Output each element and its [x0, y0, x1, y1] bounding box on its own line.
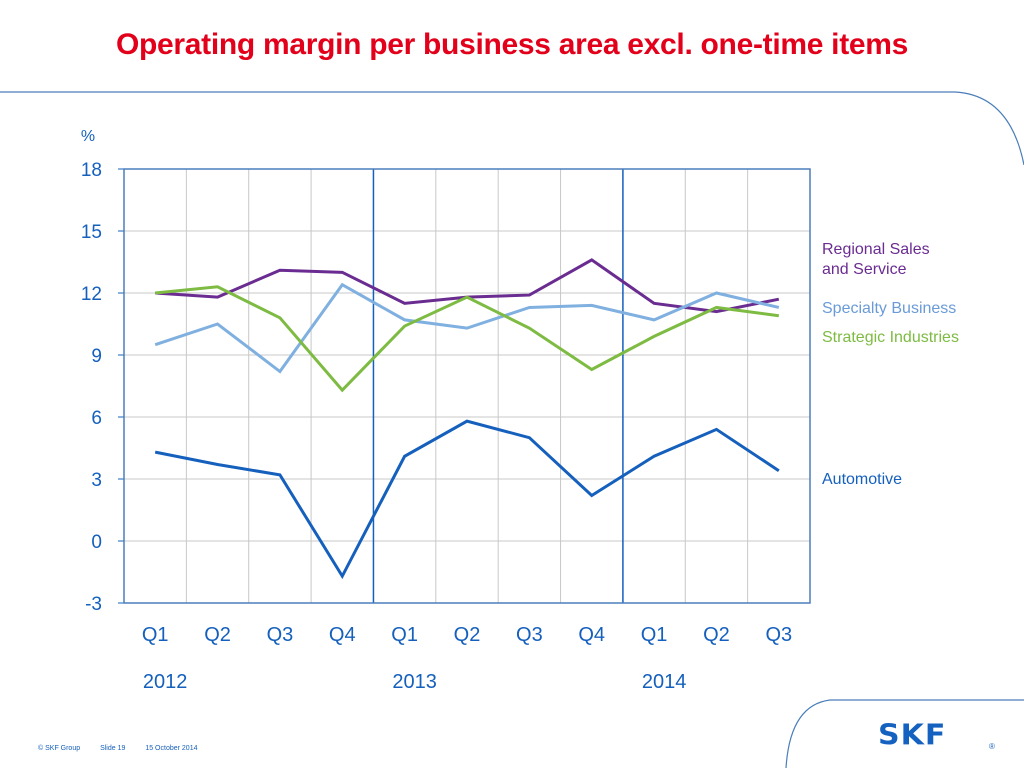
y-tick-label: 15 [81, 222, 102, 243]
legend-label: Strategic Industries [822, 329, 959, 346]
x-tick-label: Q2 [454, 624, 481, 646]
axes [118, 168, 811, 604]
year-label: 2012 [143, 671, 188, 693]
skf-logo: SKF [878, 718, 947, 753]
x-tick-label: Q3 [267, 624, 294, 646]
legend-item: Specialty Business [822, 299, 956, 319]
x-tick-label: Q2 [703, 624, 730, 646]
footer: © SKF Group Slide 19 15 October 2014 [38, 745, 215, 752]
y-tick-label: 6 [91, 408, 102, 429]
footer-date: 15 October 2014 [145, 745, 198, 752]
y-axis-unit-label: % [81, 128, 95, 145]
legend-label: Specialty Business [822, 300, 957, 317]
axis-labels: -3 0 3 6 9 12 15 18% Q1 Q2 Q3 Q4 Q1 Q2 Q3 Q4 Q1 Q2 Q3 2012 2… [81, 128, 792, 693]
bottom-logo-curve [785, 699, 1024, 768]
x-tick-label: Q3 [516, 624, 543, 646]
footer-copyright: © SKF Group [38, 745, 81, 752]
y-tick-label: 18 [81, 160, 102, 181]
registered-mark-icon: ® [989, 742, 995, 751]
y-tick-label: 9 [91, 346, 102, 367]
legend-label: Automotive [822, 471, 903, 488]
slide-title: Operating margin per business area excl.… [115, 28, 909, 61]
x-tick-label: Q1 [142, 624, 169, 646]
x-tick-label: Q4 [578, 624, 605, 646]
legend-item: Regional Sales and Service [822, 240, 930, 280]
legend-label: Regional Sales [822, 241, 930, 258]
x-tick-label: Q4 [329, 624, 356, 646]
x-tick-label: Q3 [765, 624, 792, 646]
x-tick-label: Q1 [641, 624, 668, 646]
x-tick-label: Q1 [391, 624, 418, 646]
y-tick-label: 0 [91, 532, 102, 553]
x-tick-label: Q2 [204, 624, 231, 646]
legend-label: and Service [822, 261, 907, 278]
y-tick-label: -3 [85, 594, 102, 615]
footer-slide-number: Slide 19 [100, 745, 126, 752]
year-label: 2014 [642, 671, 687, 693]
series-lines [154, 258, 780, 580]
legend-item: Strategic Industries [822, 328, 959, 348]
grid-lines [124, 169, 810, 603]
plot-frame [123, 168, 811, 604]
y-tick-label: 12 [81, 284, 102, 305]
top-divider-curve [0, 91, 1024, 166]
y-tick-label: 3 [91, 470, 102, 491]
legend-item: Automotive [822, 470, 902, 490]
year-label: 2013 [392, 671, 437, 693]
